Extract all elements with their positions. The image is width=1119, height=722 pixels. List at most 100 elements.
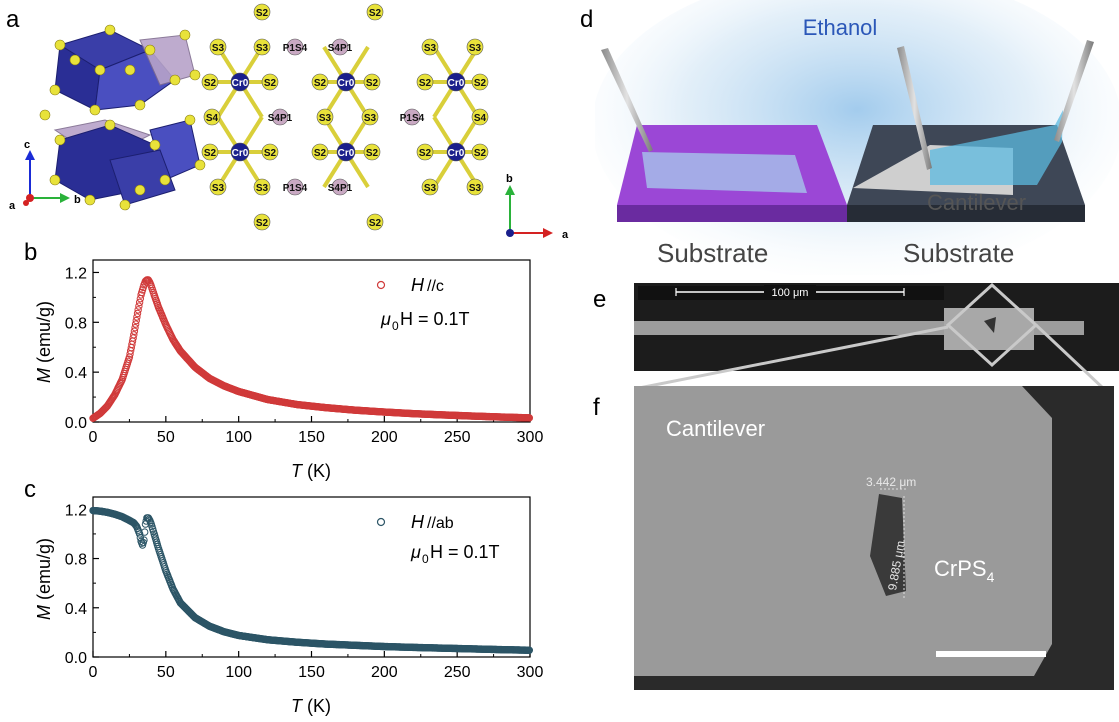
scalebar-e-label: 100 μm [772, 287, 809, 299]
cantilever-label: Cantilever [927, 190, 1026, 215]
chromium-atom [446, 142, 466, 162]
sulfur-atom [54, 134, 66, 146]
atom-label: S4 [474, 113, 487, 124]
plot-b-frame [92, 259, 531, 423]
y-tick-label-plot-c-3: 1.2 [65, 502, 87, 519]
atom-label: S4P1 [268, 113, 293, 124]
data-point [130, 331, 138, 339]
chromium-atom [446, 72, 466, 92]
atom-label: Cr0 [338, 148, 355, 159]
crps4-label-sub: 4 [987, 569, 995, 585]
atom-label: S2 [419, 148, 432, 159]
data-point [133, 309, 142, 318]
atom-label: Cr0 [232, 78, 249, 89]
sulfur-atom [311, 143, 329, 161]
sulfur-atom [261, 73, 279, 91]
data-point [525, 646, 534, 654]
sulfur-atom [203, 108, 221, 126]
sulfur-atom [54, 39, 66, 51]
panel-label-d: d [580, 6, 594, 33]
phosphorus-atom [331, 178, 349, 196]
sulfur-atom [194, 159, 206, 171]
panel-label-e: e [593, 286, 607, 313]
sulfur-atom [119, 199, 131, 211]
axis-b-label: b [74, 194, 81, 206]
plot-b-legend-h: H [411, 275, 425, 295]
atom-label: S2 [474, 78, 487, 89]
sulfur-atom [363, 73, 381, 91]
y-tick-label-plot-b-3: 1.2 [65, 265, 87, 282]
panel-label-a: a [6, 6, 20, 33]
atom-label: S4 [206, 113, 219, 124]
x-tick-label-plot-c-3: 150 [298, 664, 325, 681]
sulfur-atom [366, 213, 384, 231]
crps4-label-main: CrPS [934, 556, 987, 581]
zoom-line-right [1034, 323, 1106, 391]
sulfur-atom [466, 178, 484, 196]
substrate-right [847, 40, 1094, 222]
cantilever-surface [634, 386, 1052, 676]
flake-right [930, 110, 1063, 185]
axis-a-label: a [9, 200, 16, 212]
sulfur-atom [201, 143, 219, 161]
atom-label: S3 [212, 43, 225, 54]
sulfur-atom [421, 178, 439, 196]
plot-b-ylabel-unit: (emu/g) [34, 301, 54, 368]
atom-label: Cr0 [448, 148, 465, 159]
atom-label: S2 [419, 78, 432, 89]
crps4-label: CrPS4 [934, 556, 995, 585]
y-tick-label-plot-b-0: 0.0 [65, 415, 87, 432]
plot-b-legend: H //c μ 0 H = 0.1T [376, 275, 470, 333]
chromium-atom [336, 72, 356, 92]
atom-label: S4P1 [328, 183, 353, 194]
x-tick-label-plot-c-1: 50 [157, 664, 175, 681]
sem-image-e: 100 μm [634, 283, 1119, 391]
plot-c-xlabel-t: T [291, 696, 304, 716]
x-tick-label-plot-c-6: 300 [517, 664, 544, 681]
sulfur-atom [201, 73, 219, 91]
panel-label-f: f [593, 394, 600, 421]
atom-label: S2 [264, 148, 277, 159]
y-tick-label-plot-c-0: 0.0 [65, 650, 87, 667]
phosphorus-atom [286, 38, 304, 56]
plot-c-xlabel-unit: (K) [302, 696, 331, 716]
scalebar-f [936, 651, 1046, 657]
y-tick-label-plot-b-1: 0.4 [65, 365, 87, 382]
plot-b-xlabel: T (K) [291, 461, 331, 481]
atom-label: S2 [204, 78, 217, 89]
atom-label: S3 [424, 183, 437, 194]
sulfur-atom [316, 108, 334, 126]
sulfur-atom [39, 109, 51, 121]
needle-right-a [897, 46, 932, 170]
sulfur-atom [471, 108, 489, 126]
chromium-atom [336, 142, 356, 162]
svg-text:M (emu/g): M (emu/g) [34, 538, 54, 620]
plot-c-ylabel-unit: (emu/g) [34, 538, 54, 605]
needle-right-b [1054, 40, 1094, 142]
atom-label: Cr0 [232, 148, 249, 159]
plot-b-ticks: 0 50 100 150 200 250 300 0.0 0.4 0.8 1.2 [65, 265, 544, 446]
atom-label: S3 [319, 113, 332, 124]
plot-c-frame [92, 496, 531, 658]
svg-text:M (emu/g): M (emu/g) [34, 301, 54, 383]
sulfur-atom [89, 104, 101, 116]
sulfur-atom [169, 74, 181, 86]
phosphorus-atom [271, 108, 289, 126]
x-tick-label-plot-c-4: 200 [371, 664, 398, 681]
plot-b-data-points [89, 276, 534, 422]
data-point [141, 528, 149, 536]
data-point [131, 320, 140, 328]
x-tick-label-plot-b-1: 50 [157, 429, 175, 446]
y-tick-label-plot-c-2: 0.8 [65, 552, 87, 569]
sulfur-atom [184, 114, 196, 126]
width-measure-label: 3.442 μm [866, 475, 916, 489]
plot-c-xlabel: T (K) [291, 696, 331, 716]
needle-left [601, 48, 653, 152]
sulfur-atom [253, 38, 271, 56]
plot-c-ylabel-m: M [34, 605, 54, 620]
x-tick-label-plot-b-2: 100 [225, 429, 252, 446]
plot-b-legend-direction: //c [427, 278, 444, 295]
plot-b-legend-marker [376, 280, 386, 290]
zoom-region-box [945, 283, 1039, 368]
sulfur-atom [261, 143, 279, 161]
